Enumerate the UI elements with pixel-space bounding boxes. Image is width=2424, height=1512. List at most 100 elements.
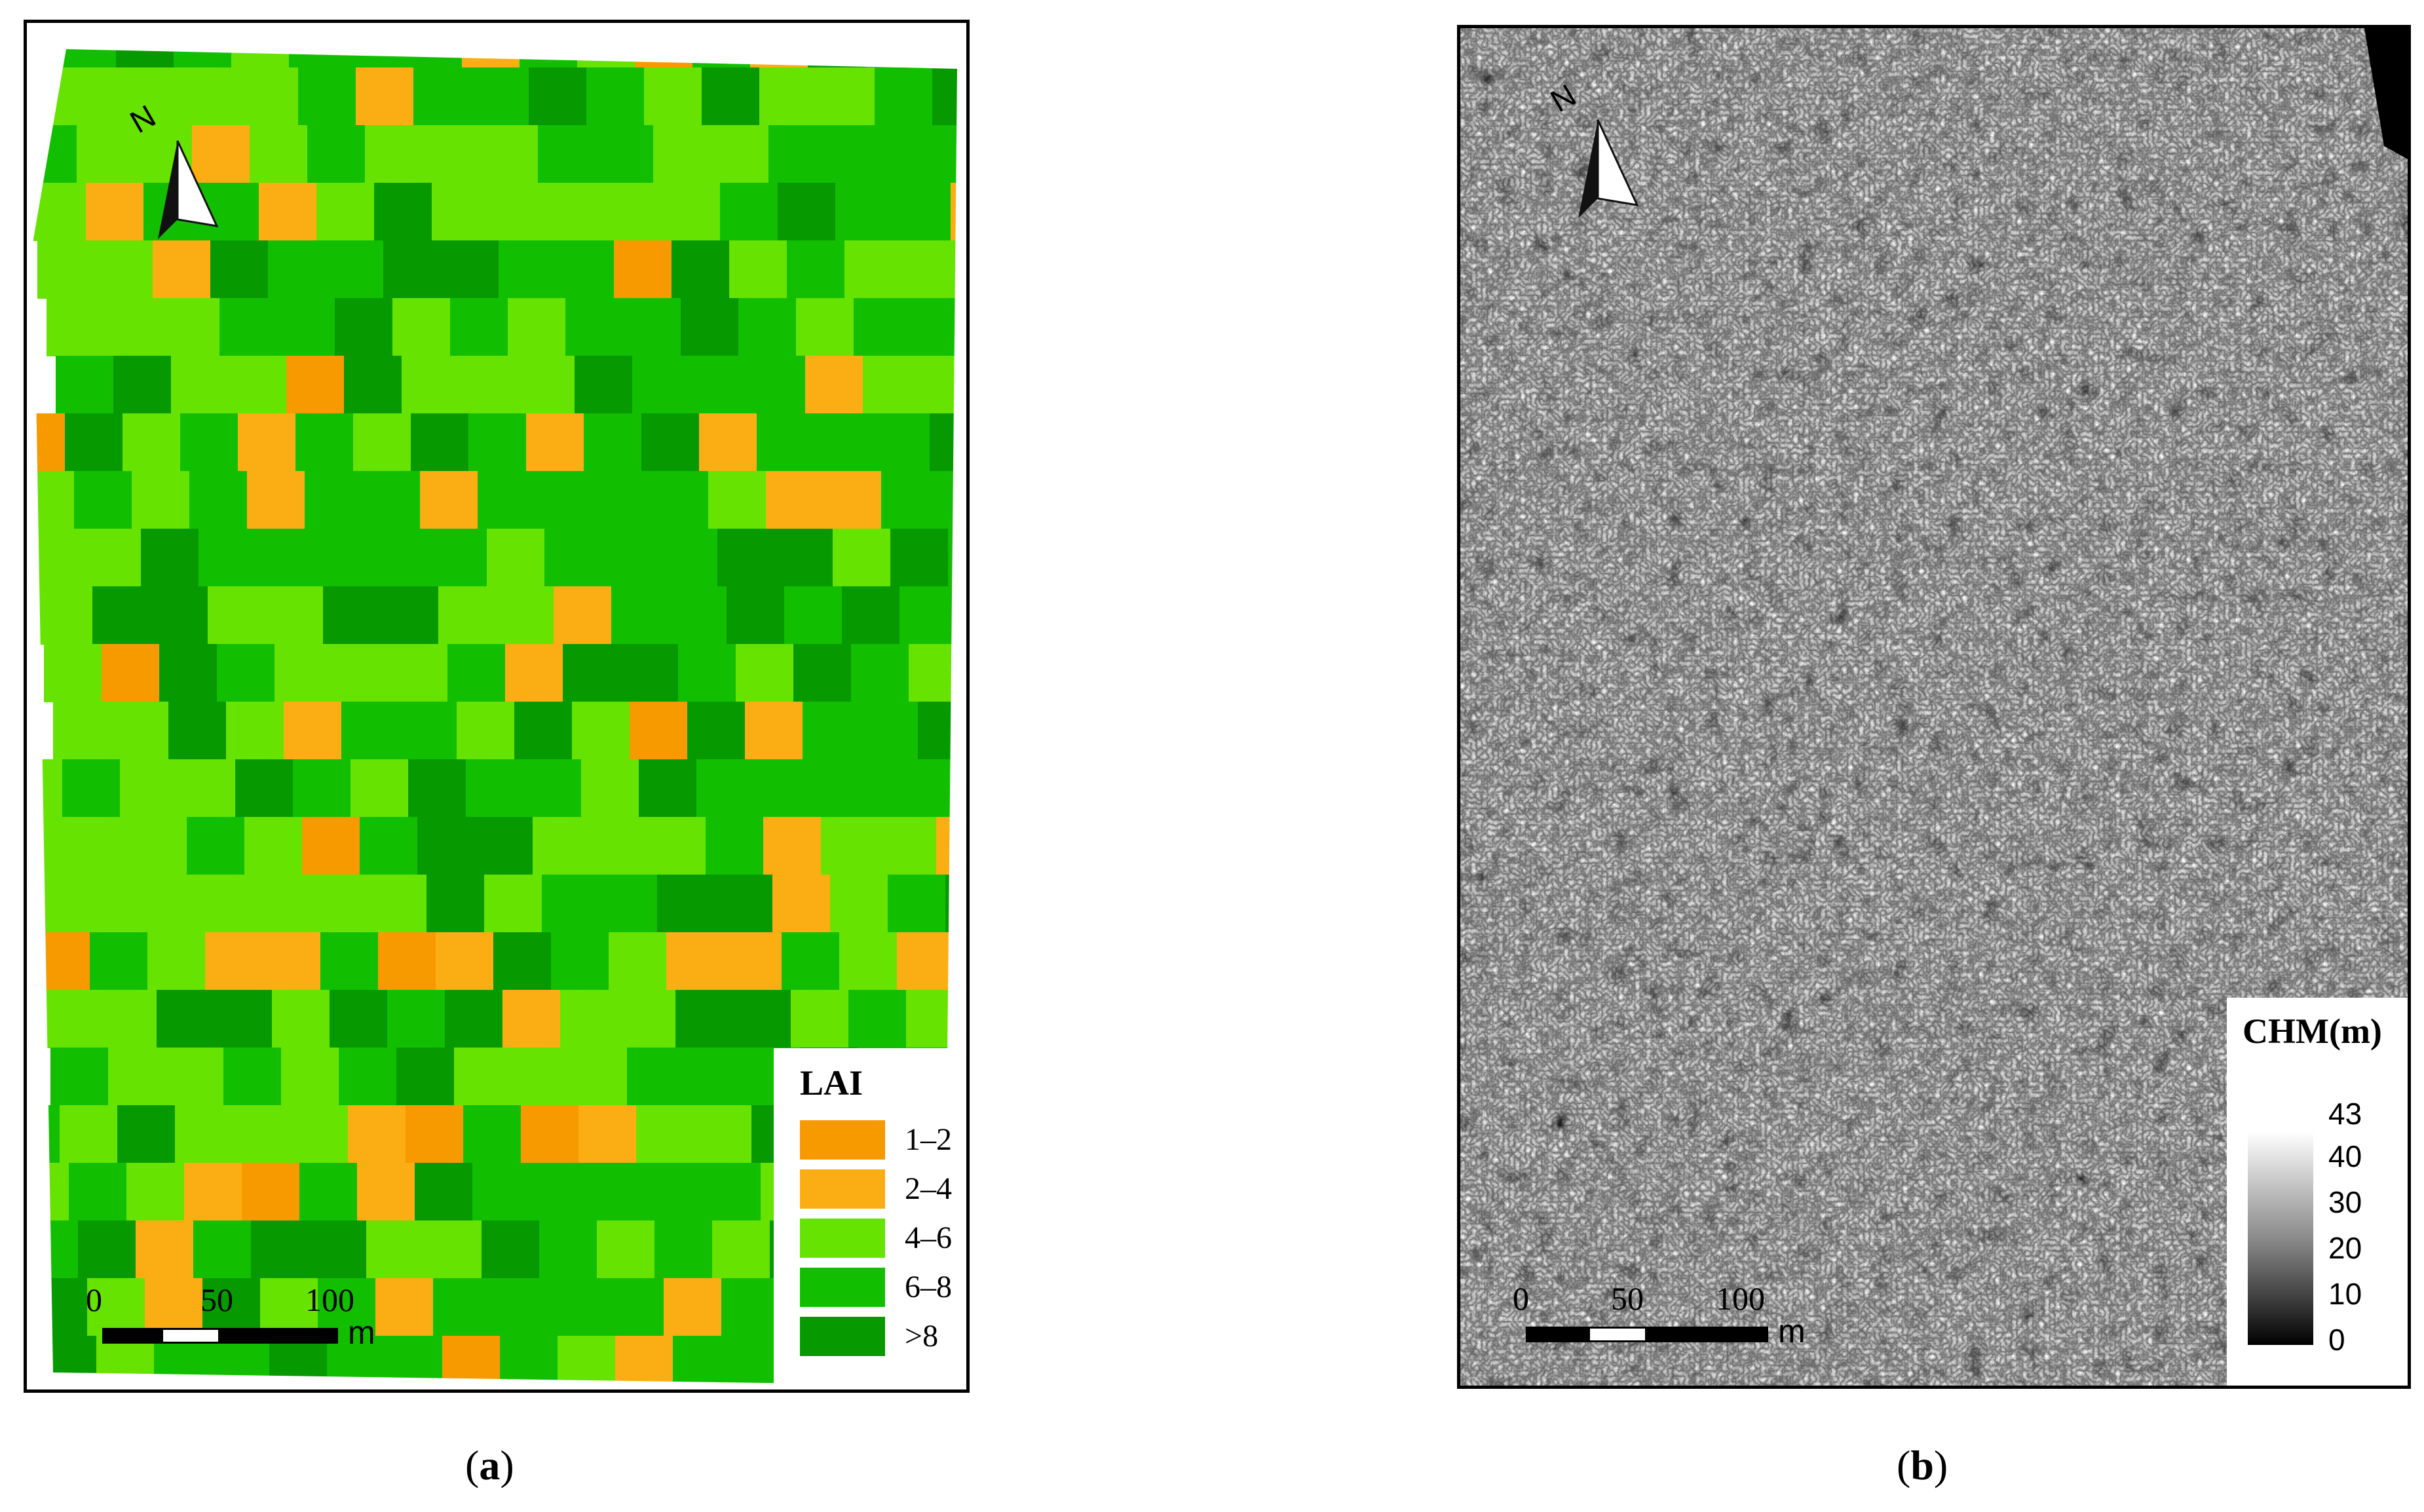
lai-cell — [436, 932, 494, 991]
lai-cell — [81, 875, 139, 933]
lai-cell — [577, 49, 635, 68]
lai-cell — [365, 125, 423, 183]
lai-cell — [636, 1105, 694, 1163]
north-arrow-icon — [158, 140, 219, 239]
lai-cell — [662, 183, 721, 241]
lai-cell — [964, 990, 966, 1048]
lai-cell — [447, 644, 506, 702]
lai-cell — [309, 1220, 367, 1279]
lai-cell — [175, 1105, 233, 1163]
lai-cell — [666, 932, 725, 991]
lai-cell — [415, 1163, 473, 1221]
scalebar-a-label-50: 50 — [200, 1281, 233, 1318]
lai-cell — [542, 875, 600, 933]
lai-cell — [104, 298, 162, 356]
caption-a: (a) — [465, 1442, 514, 1488]
lai-cell — [323, 586, 381, 645]
lai-cell — [493, 932, 552, 991]
lai-cell — [733, 990, 791, 1048]
lai-cell — [556, 240, 615, 299]
lai-cell — [240, 67, 299, 126]
scalebar-b-unit: m — [1778, 1313, 1806, 1350]
lai-cell — [468, 413, 527, 472]
lai-cell — [404, 49, 463, 68]
lai-label-gt-8: >8 — [905, 1319, 939, 1353]
chm-color-ramp — [2248, 1132, 2313, 1345]
lai-cell — [136, 1220, 194, 1279]
lai-cell — [711, 125, 769, 183]
lai-cell — [499, 240, 557, 299]
lai-cell — [360, 817, 418, 875]
lai-cell — [715, 875, 773, 933]
scalebar-b-label-0: 0 — [1513, 1280, 1529, 1317]
lai-cell — [687, 702, 746, 760]
lai-cell — [708, 471, 767, 529]
lai-cell — [738, 298, 797, 356]
lai-cell — [948, 529, 957, 587]
lai-cell — [390, 644, 448, 702]
lai-cell — [35, 586, 93, 645]
lai-label-2-4: 2–4 — [905, 1171, 952, 1206]
lai-cell — [630, 702, 688, 760]
scalebar-a-seg-3 — [220, 1328, 338, 1344]
lai-cell — [941, 125, 957, 183]
lai-cell — [678, 644, 736, 702]
lai-cell — [672, 240, 730, 299]
lai-cell — [833, 529, 891, 587]
lai-cell — [426, 875, 485, 933]
lai-cell — [487, 529, 545, 587]
lai-cell — [745, 702, 803, 760]
lai-cell — [955, 932, 957, 991]
lai-cell — [429, 529, 487, 587]
lai-cell — [33, 1220, 79, 1279]
lai-cell — [153, 240, 211, 299]
lai-cell — [366, 1220, 425, 1279]
lai-cell — [138, 875, 197, 933]
lai-cell — [332, 644, 390, 702]
lai-cell — [927, 759, 957, 818]
lai-cell — [932, 67, 957, 126]
lai-cell — [298, 67, 356, 126]
lai-cell — [399, 702, 457, 760]
lai-cell — [147, 932, 206, 991]
lai-cell — [651, 471, 709, 529]
lai-cell — [796, 298, 854, 356]
lai-swatch-4-6 — [800, 1219, 885, 1258]
lai-cell — [673, 1336, 731, 1386]
lai-cell — [508, 298, 566, 356]
lai-cell — [699, 413, 757, 472]
lai-cell — [526, 413, 584, 472]
lai-legend-title: LAI — [800, 1063, 863, 1103]
lai-cell — [286, 356, 345, 414]
lai-cell — [712, 1220, 770, 1279]
lai-cell — [641, 413, 700, 472]
lai-cell — [344, 356, 402, 414]
lai-cell — [865, 49, 924, 68]
lai-cell — [854, 298, 912, 356]
lai-cell — [750, 49, 808, 68]
lai-cell — [145, 1278, 203, 1336]
lai-cell — [520, 49, 578, 68]
lai-cell — [694, 1105, 752, 1163]
lai-cell — [290, 1105, 349, 1163]
lai-cell — [605, 183, 663, 241]
lai-cell — [205, 932, 263, 991]
scalebar-a-unit: m — [348, 1314, 375, 1351]
lai-cell — [293, 759, 351, 818]
lai-cell — [210, 240, 269, 299]
lai-cell — [717, 529, 776, 587]
lai-cell — [95, 240, 153, 299]
lai-cell — [423, 125, 481, 183]
lai-cell — [183, 67, 241, 126]
lai-cell — [371, 529, 430, 587]
lai-cell — [560, 990, 618, 1048]
lai-cell — [318, 1278, 376, 1336]
lai-raster-map — [33, 49, 966, 1386]
lai-cell — [387, 990, 445, 1048]
lai-cell — [320, 932, 379, 991]
scalebar-b-seg-1 — [1526, 1327, 1588, 1342]
lai-cell — [696, 759, 755, 818]
lai-cell — [514, 702, 573, 760]
lai-legend-item: 2–4 — [800, 1169, 966, 1209]
lai-cell — [960, 240, 966, 299]
